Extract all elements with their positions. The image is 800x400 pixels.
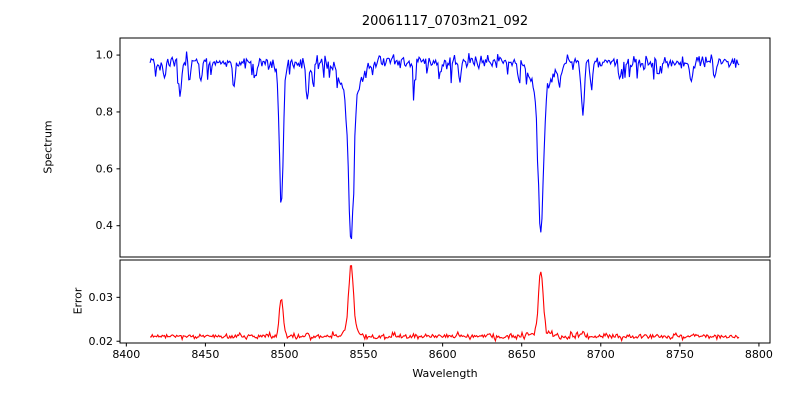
x-tick-label: 8400 (112, 348, 140, 361)
x-tick-label: 8800 (745, 348, 773, 361)
x-tick-label: 8700 (587, 348, 615, 361)
x-tick-label: 8450 (191, 348, 219, 361)
y-tick-label: 0.4 (96, 219, 114, 232)
chart-title: 20061117_0703m21_092 (361, 14, 529, 29)
x-tick-label: 8600 (429, 348, 457, 361)
y-tick-label: 0.6 (96, 162, 114, 175)
x-axis-label: Wavelength (412, 367, 478, 380)
y-tick-label: 0.8 (96, 105, 114, 118)
x-tick-label: 8550 (350, 348, 378, 361)
y-tick-label: 0.02 (89, 335, 114, 348)
x-tick-label: 8750 (666, 348, 694, 361)
y-tick-label: 0.03 (89, 291, 114, 304)
error-line (150, 265, 740, 343)
spectrum-line (149, 51, 740, 240)
x-tick-label: 8650 (508, 348, 536, 361)
y-axis-label-spectrum: Spectrum (41, 120, 55, 174)
y-axis-label-error: Error (71, 287, 85, 315)
x-tick-label: 8500 (270, 348, 298, 361)
error-panel-frame (119, 259, 771, 344)
y-tick-label: 1.0 (96, 49, 114, 62)
spectrum-panel-frame (119, 37, 771, 258)
